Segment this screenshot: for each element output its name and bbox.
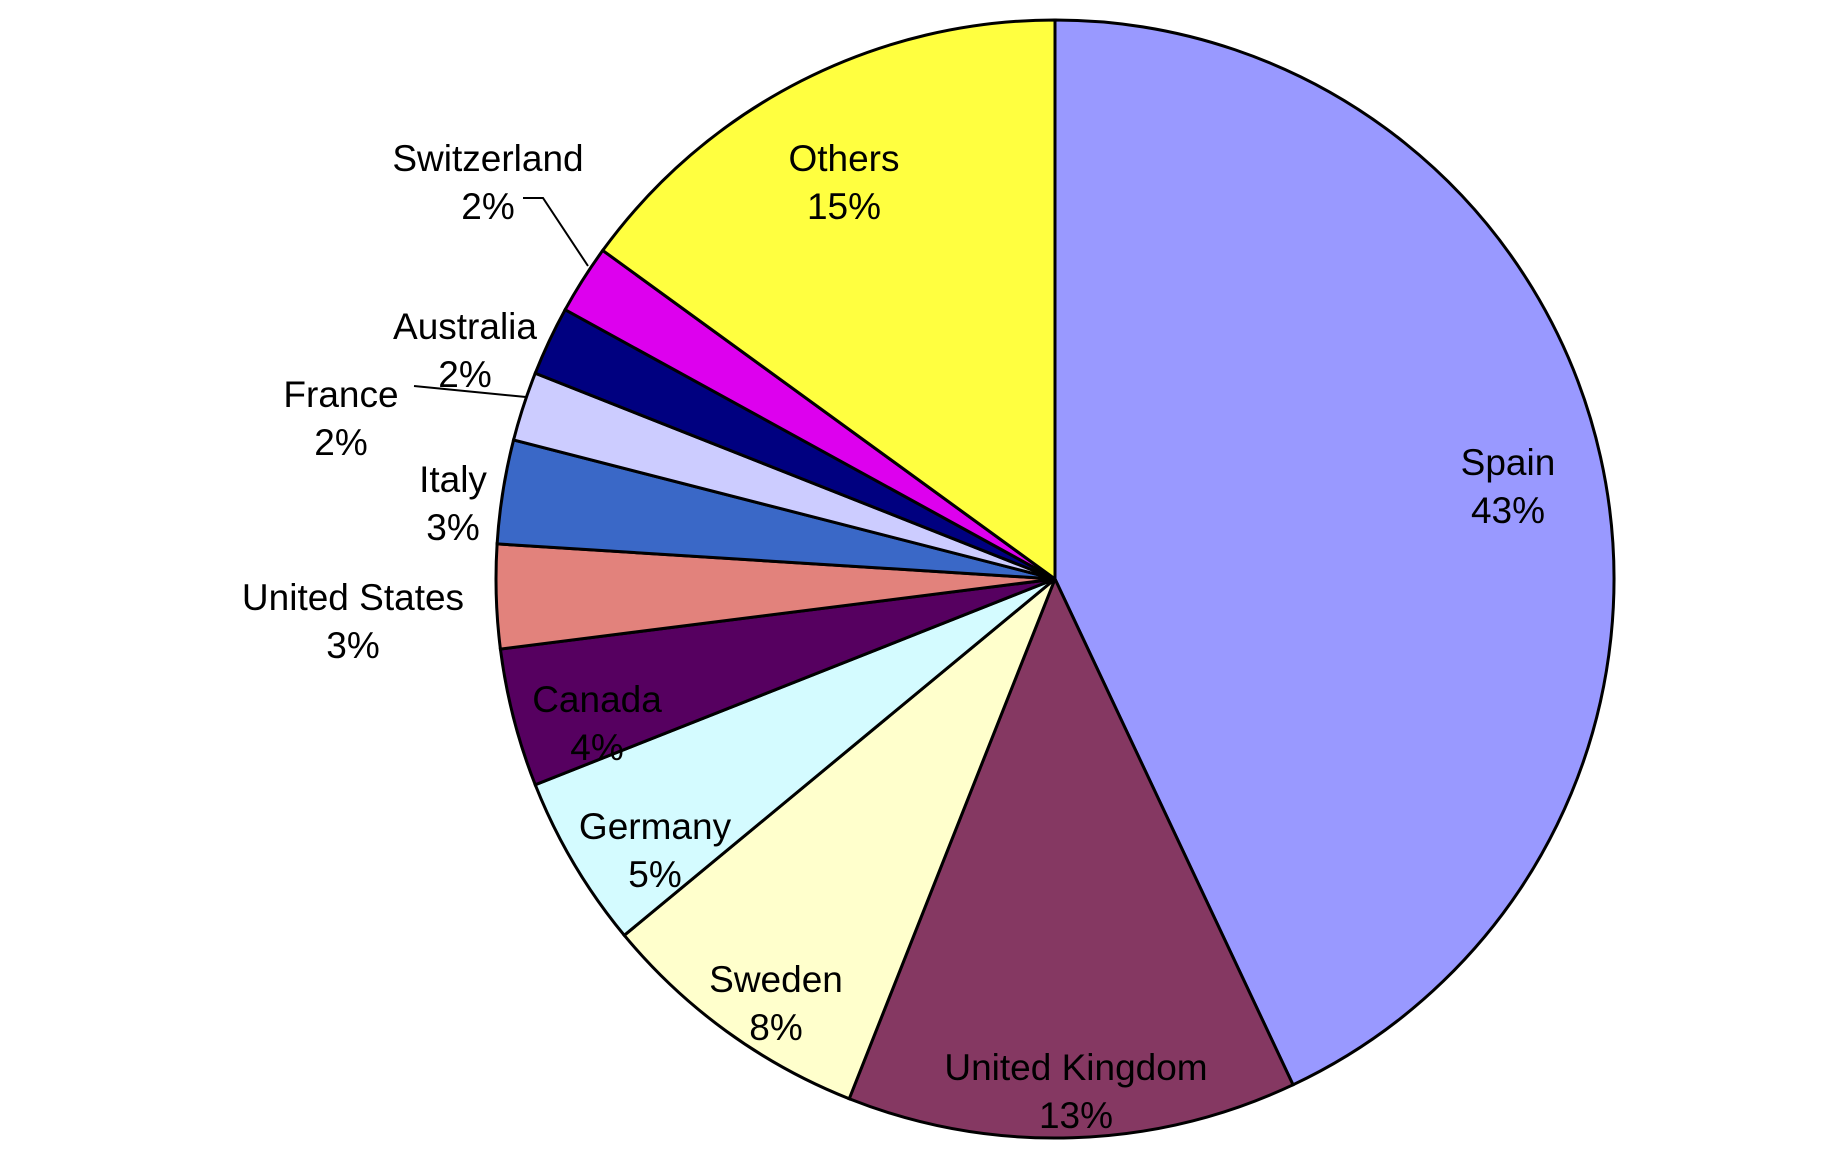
slice-label: Canada (532, 679, 662, 720)
slice-label: Spain (1461, 442, 1556, 483)
slice-label: Switzerland (392, 138, 583, 179)
slice-label: Australia (393, 306, 537, 347)
slice-label: Germany (579, 806, 732, 847)
slice-label: Italy (419, 459, 487, 500)
pie-slice (533, 577, 1056, 938)
leader-line (413, 385, 527, 398)
slice-label: United States (242, 577, 464, 618)
value-label: 2% (438, 354, 491, 395)
slice-label: Sweden (709, 959, 843, 1000)
value-label: 4% (570, 727, 623, 768)
value-label: 2% (314, 422, 367, 463)
value-label: 8% (749, 1007, 802, 1048)
value-label: 3% (326, 625, 379, 666)
value-label: 5% (628, 854, 681, 895)
slice-label: France (283, 374, 398, 415)
value-label: 15% (807, 186, 881, 227)
pie-slice (847, 575, 1296, 1140)
slice-label: Others (788, 138, 899, 179)
value-label: 43% (1471, 490, 1545, 531)
slice-label: United Kingdom (944, 1047, 1207, 1088)
value-label: 13% (1039, 1095, 1113, 1136)
value-label: 2% (461, 186, 514, 227)
pie-slice (622, 577, 1057, 1101)
leader-line (523, 197, 589, 267)
value-label: 3% (426, 507, 479, 548)
pie-slice (1053, 18, 1616, 1087)
pie-slice (600, 18, 1057, 582)
